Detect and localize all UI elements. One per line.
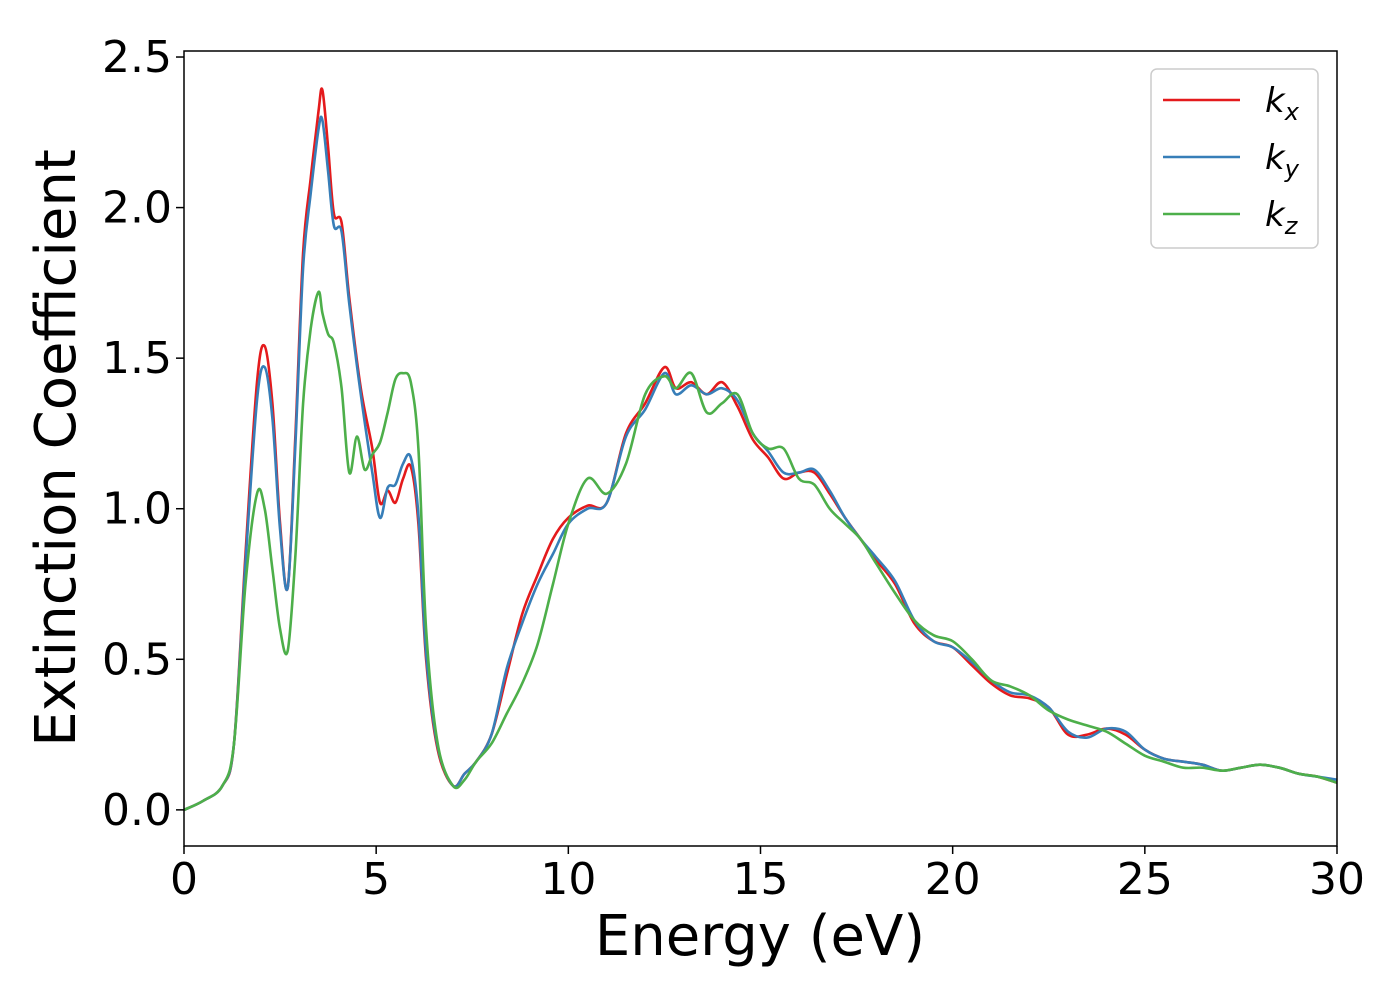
series-line-kz	[183, 290, 1338, 812]
x-tick-label: 0	[170, 854, 198, 905]
legend-label-kz: kz	[1265, 195, 1299, 240]
legend-label-ky: ky	[1265, 138, 1300, 183]
series-curves	[183, 87, 1338, 812]
x-axis-title: Energy (eV)	[595, 904, 925, 969]
y-tick-label: 0.5	[102, 634, 172, 685]
y-tick-label: 2.5	[102, 32, 172, 83]
y-tick-label: 0.0	[102, 785, 172, 836]
y-axis: 0.0 0.5 1.0 1.5 2.0 2.5	[102, 32, 184, 836]
series-line-kx	[183, 87, 1338, 812]
series-line-ky	[183, 115, 1338, 812]
x-tick-label: 30	[1309, 854, 1365, 905]
x-axis: 0 5 10 15 20 25 30	[170, 846, 1365, 905]
y-tick-label: 1.5	[102, 333, 172, 384]
y-tick-label: 1.0	[102, 484, 172, 535]
x-tick-label: 15	[733, 854, 789, 905]
y-tick-label: 2.0	[102, 183, 172, 234]
legend-box	[1150, 68, 1319, 249]
legend-label-kx: kx	[1265, 81, 1300, 126]
x-tick-label: 5	[362, 854, 390, 905]
x-tick-label: 25	[1117, 854, 1173, 905]
x-tick-label: 10	[540, 854, 596, 905]
y-axis-title: Extinction Coefficient	[24, 149, 89, 747]
x-tick-label: 20	[925, 854, 981, 905]
legend: kx ky kz	[1150, 68, 1319, 249]
